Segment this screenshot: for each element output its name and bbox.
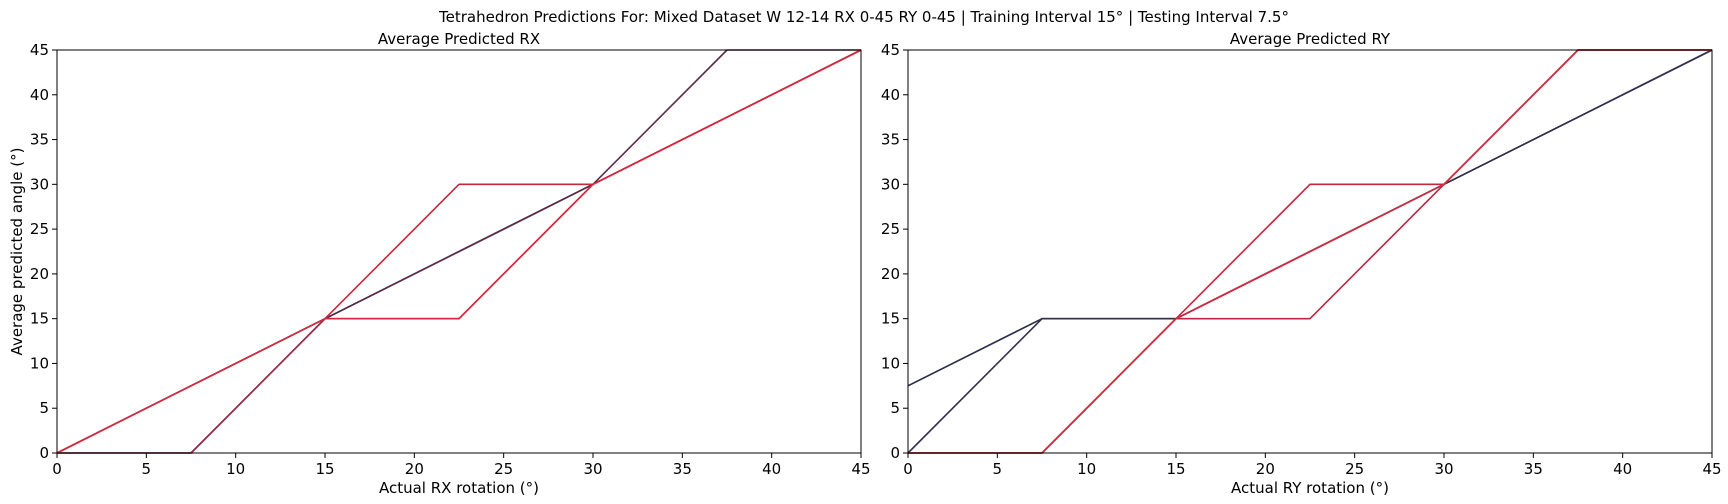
y-tick-label: 35	[881, 131, 900, 149]
x-tick-label: 15	[315, 460, 334, 478]
y-axis-label: Average predicted angle (°)	[8, 148, 26, 356]
plot-frame	[907, 49, 1713, 454]
x-tick-label: 0	[903, 460, 913, 478]
y-tick-label: 5	[39, 399, 49, 417]
y-tick-label: 0	[890, 444, 900, 462]
x-tick-label: 0	[52, 460, 62, 478]
y-tick-label: 20	[30, 265, 49, 283]
y-tick-label: 40	[30, 86, 49, 104]
x-axis-label: Actual RX rotation (°)	[379, 479, 539, 497]
y-tick-label: 35	[30, 131, 49, 149]
x-tick-label: 45	[851, 460, 870, 478]
y-tick-label: 15	[881, 310, 900, 328]
y-tick-label: 10	[30, 354, 49, 372]
y-tick-label: 0	[39, 444, 49, 462]
y-tick-label: 25	[881, 220, 900, 238]
x-tick-label: 20	[1256, 460, 1275, 478]
x-tick-label: 5	[142, 460, 152, 478]
y-tick-label: 45	[30, 41, 49, 59]
x-tick-label: 5	[993, 460, 1003, 478]
x-tick-label: 30	[583, 460, 602, 478]
figure-suptitle: Tetrahedron Predictions For: Mixed Datas…	[438, 8, 1289, 26]
y-tick-label: 5	[890, 399, 900, 417]
x-tick-label: 10	[226, 460, 245, 478]
x-tick-label: 40	[762, 460, 781, 478]
x-tick-label: 10	[1077, 460, 1096, 478]
y-tick-label: 20	[881, 265, 900, 283]
chart-rx: 0 5 10 15 20 25 30 35 40 45 0 5 10 15 20 25 30 35 40 45 Aver…	[8, 30, 871, 497]
chart-title: Average Predicted RY	[1230, 30, 1391, 48]
x-tick-label: 45	[1702, 460, 1721, 478]
x-tick-label: 25	[494, 460, 513, 478]
series-line-0	[907, 49, 1713, 387]
x-tick-label: 30	[1434, 460, 1453, 478]
x-axis-label: Actual RY rotation (°)	[1231, 479, 1389, 497]
y-tick-label: 40	[881, 86, 900, 104]
x-tick-label: 35	[1524, 460, 1543, 478]
x-tick-label: 20	[405, 460, 424, 478]
y-tick-label: 25	[30, 220, 49, 238]
y-tick-label: 30	[30, 175, 49, 193]
x-tick-label: 40	[1613, 460, 1632, 478]
x-tick-label: 25	[1345, 460, 1364, 478]
series-line-4	[56, 49, 862, 454]
x-tick-label: 35	[673, 460, 692, 478]
y-tick-label: 45	[881, 41, 900, 59]
y-tick-label: 10	[881, 354, 900, 372]
chart-title: Average Predicted RX	[378, 30, 540, 48]
y-tick-label: 30	[881, 175, 900, 193]
x-tick-label: 15	[1166, 460, 1185, 478]
plot-frame	[56, 49, 862, 454]
y-tick-label: 15	[30, 310, 49, 328]
chart-ry: 0 5 10 15 20 25 30 35 40 45 0 5 10 15 20 25 30 35 40 45 Aver…	[881, 30, 1722, 497]
